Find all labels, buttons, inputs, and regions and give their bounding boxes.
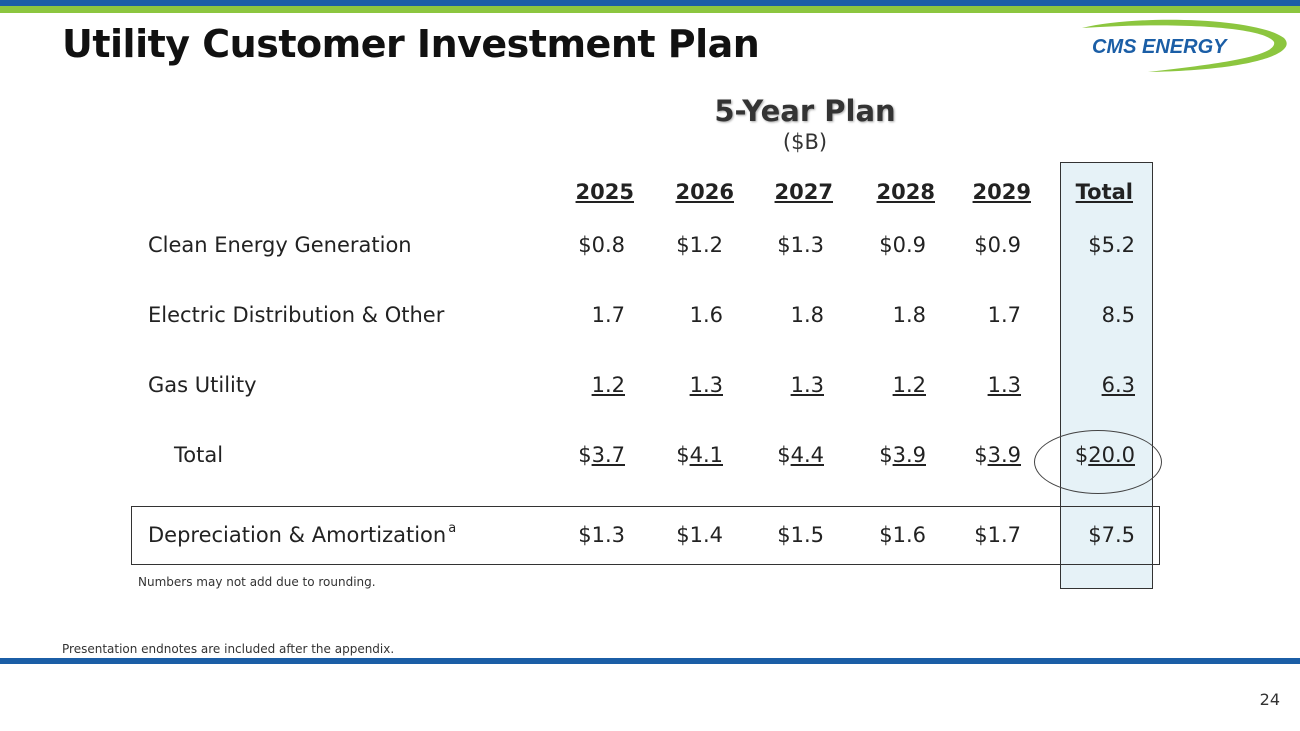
table-cell-total: 8.5 (1101, 303, 1135, 327)
depreciation-row-box (131, 506, 1160, 565)
table-cell: 1.3 (724, 373, 824, 397)
cell-value: 3.7 (591, 443, 625, 467)
page-number: 24 (1259, 690, 1280, 709)
table-cell: 1.8 (892, 303, 926, 327)
total-highlight-circle (1034, 430, 1162, 494)
column-header-2025: 2025 (575, 180, 634, 204)
table-cell-total: $7.5 (1088, 523, 1135, 547)
table-cell-total: $5.2 (1088, 233, 1135, 257)
table-cell: 1.3 (921, 373, 1021, 397)
cell-value: 1.3 (689, 373, 723, 397)
table-cell: 1.6 (689, 303, 723, 327)
table-cell-total: 6.3 (1035, 373, 1135, 397)
column-header-2027: 2027 (774, 180, 833, 204)
row-label-gas-utility: Gas Utility (148, 373, 257, 397)
table-cell: $1.3 (578, 523, 625, 547)
page-title: Utility Customer Investment Plan (62, 22, 760, 66)
top-accent-bar-green (0, 6, 1300, 13)
top-accent-bar-blue (0, 0, 1300, 6)
row-label-clean-energy: Clean Energy Generation (148, 233, 412, 257)
depreciation-label-text: Depreciation & Amortization (148, 523, 447, 547)
cell-value: 4.1 (689, 443, 723, 467)
currency-symbol: $ (676, 443, 690, 467)
table-cell: 1.7 (591, 303, 625, 327)
table-cell: $0.8 (578, 233, 625, 257)
cell-value: 1.2 (892, 373, 926, 397)
table-cell: $1.5 (777, 523, 824, 547)
cell-value: 4.4 (790, 443, 824, 467)
row-label-depreciation: Depreciation & Amortization a (148, 521, 457, 547)
cell-value: 3.9 (987, 443, 1021, 467)
table-cell: $1.3 (777, 233, 824, 257)
bottom-accent-bar (0, 658, 1300, 664)
table-cell: 1.2 (826, 373, 926, 397)
table-cell: $1.4 (676, 523, 723, 547)
column-header-total: Total (1075, 180, 1133, 204)
footnote-marker: a (448, 521, 457, 536)
logo-text: CMS ENERGY (1092, 36, 1228, 58)
table-cell: 1.7 (987, 303, 1021, 327)
cell-value: 1.2 (591, 373, 625, 397)
total-column-highlight (1060, 162, 1153, 589)
table-cell: $4.1 (623, 443, 723, 467)
cell-value: 6.3 (1101, 373, 1135, 397)
column-header-2029: 2029 (972, 180, 1031, 204)
row-label-electric-distribution: Electric Distribution & Other (148, 303, 445, 327)
table-cell: 1.8 (790, 303, 824, 327)
currency-symbol: $ (578, 443, 592, 467)
currency-symbol: $ (777, 443, 791, 467)
endnotes-footnote: Presentation endnotes are included after… (62, 642, 395, 656)
table-cell: 1.3 (623, 373, 723, 397)
plan-title: 5-Year Plan (714, 94, 896, 128)
table-cell: $3.7 (525, 443, 625, 467)
table-cell: 1.2 (525, 373, 625, 397)
cell-value: 1.3 (987, 373, 1021, 397)
rounding-footnote: Numbers may not add due to rounding. (138, 575, 376, 589)
row-label-total: Total (174, 443, 224, 467)
table-cell: $1.6 (879, 523, 926, 547)
table-cell: $3.9 (921, 443, 1021, 467)
table-cell: $3.9 (826, 443, 926, 467)
cms-energy-logo: CMS ENERGY (1082, 19, 1287, 72)
table-cell: $1.2 (676, 233, 723, 257)
table-cell: $0.9 (879, 233, 926, 257)
cell-value: 3.9 (892, 443, 926, 467)
currency-symbol: $ (879, 443, 893, 467)
currency-symbol: $ (974, 443, 988, 467)
column-header-2026: 2026 (675, 180, 734, 204)
table-cell: $0.9 (974, 233, 1021, 257)
table-cell: $4.4 (724, 443, 824, 467)
table-cell: $1.7 (974, 523, 1021, 547)
cell-value: 1.3 (790, 373, 824, 397)
plan-units: ($B) (782, 130, 828, 154)
column-header-2028: 2028 (876, 180, 935, 204)
